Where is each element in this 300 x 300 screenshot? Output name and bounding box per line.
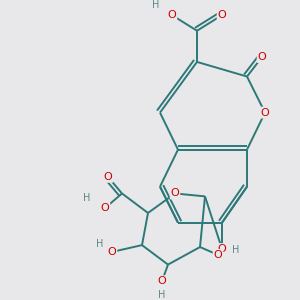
Text: H: H	[83, 193, 91, 203]
Text: O: O	[108, 247, 116, 257]
Text: H: H	[158, 290, 166, 300]
Text: H: H	[96, 239, 104, 249]
Text: O: O	[258, 52, 266, 62]
Text: O: O	[261, 108, 269, 118]
Text: O: O	[218, 244, 226, 254]
Text: O: O	[218, 10, 226, 20]
Text: O: O	[103, 172, 112, 182]
Text: O: O	[171, 188, 179, 199]
Text: O: O	[100, 203, 109, 213]
Text: O: O	[168, 10, 176, 20]
Text: H: H	[152, 0, 160, 11]
Text: O: O	[214, 250, 222, 260]
Text: H: H	[232, 245, 240, 255]
Text: O: O	[158, 276, 166, 286]
